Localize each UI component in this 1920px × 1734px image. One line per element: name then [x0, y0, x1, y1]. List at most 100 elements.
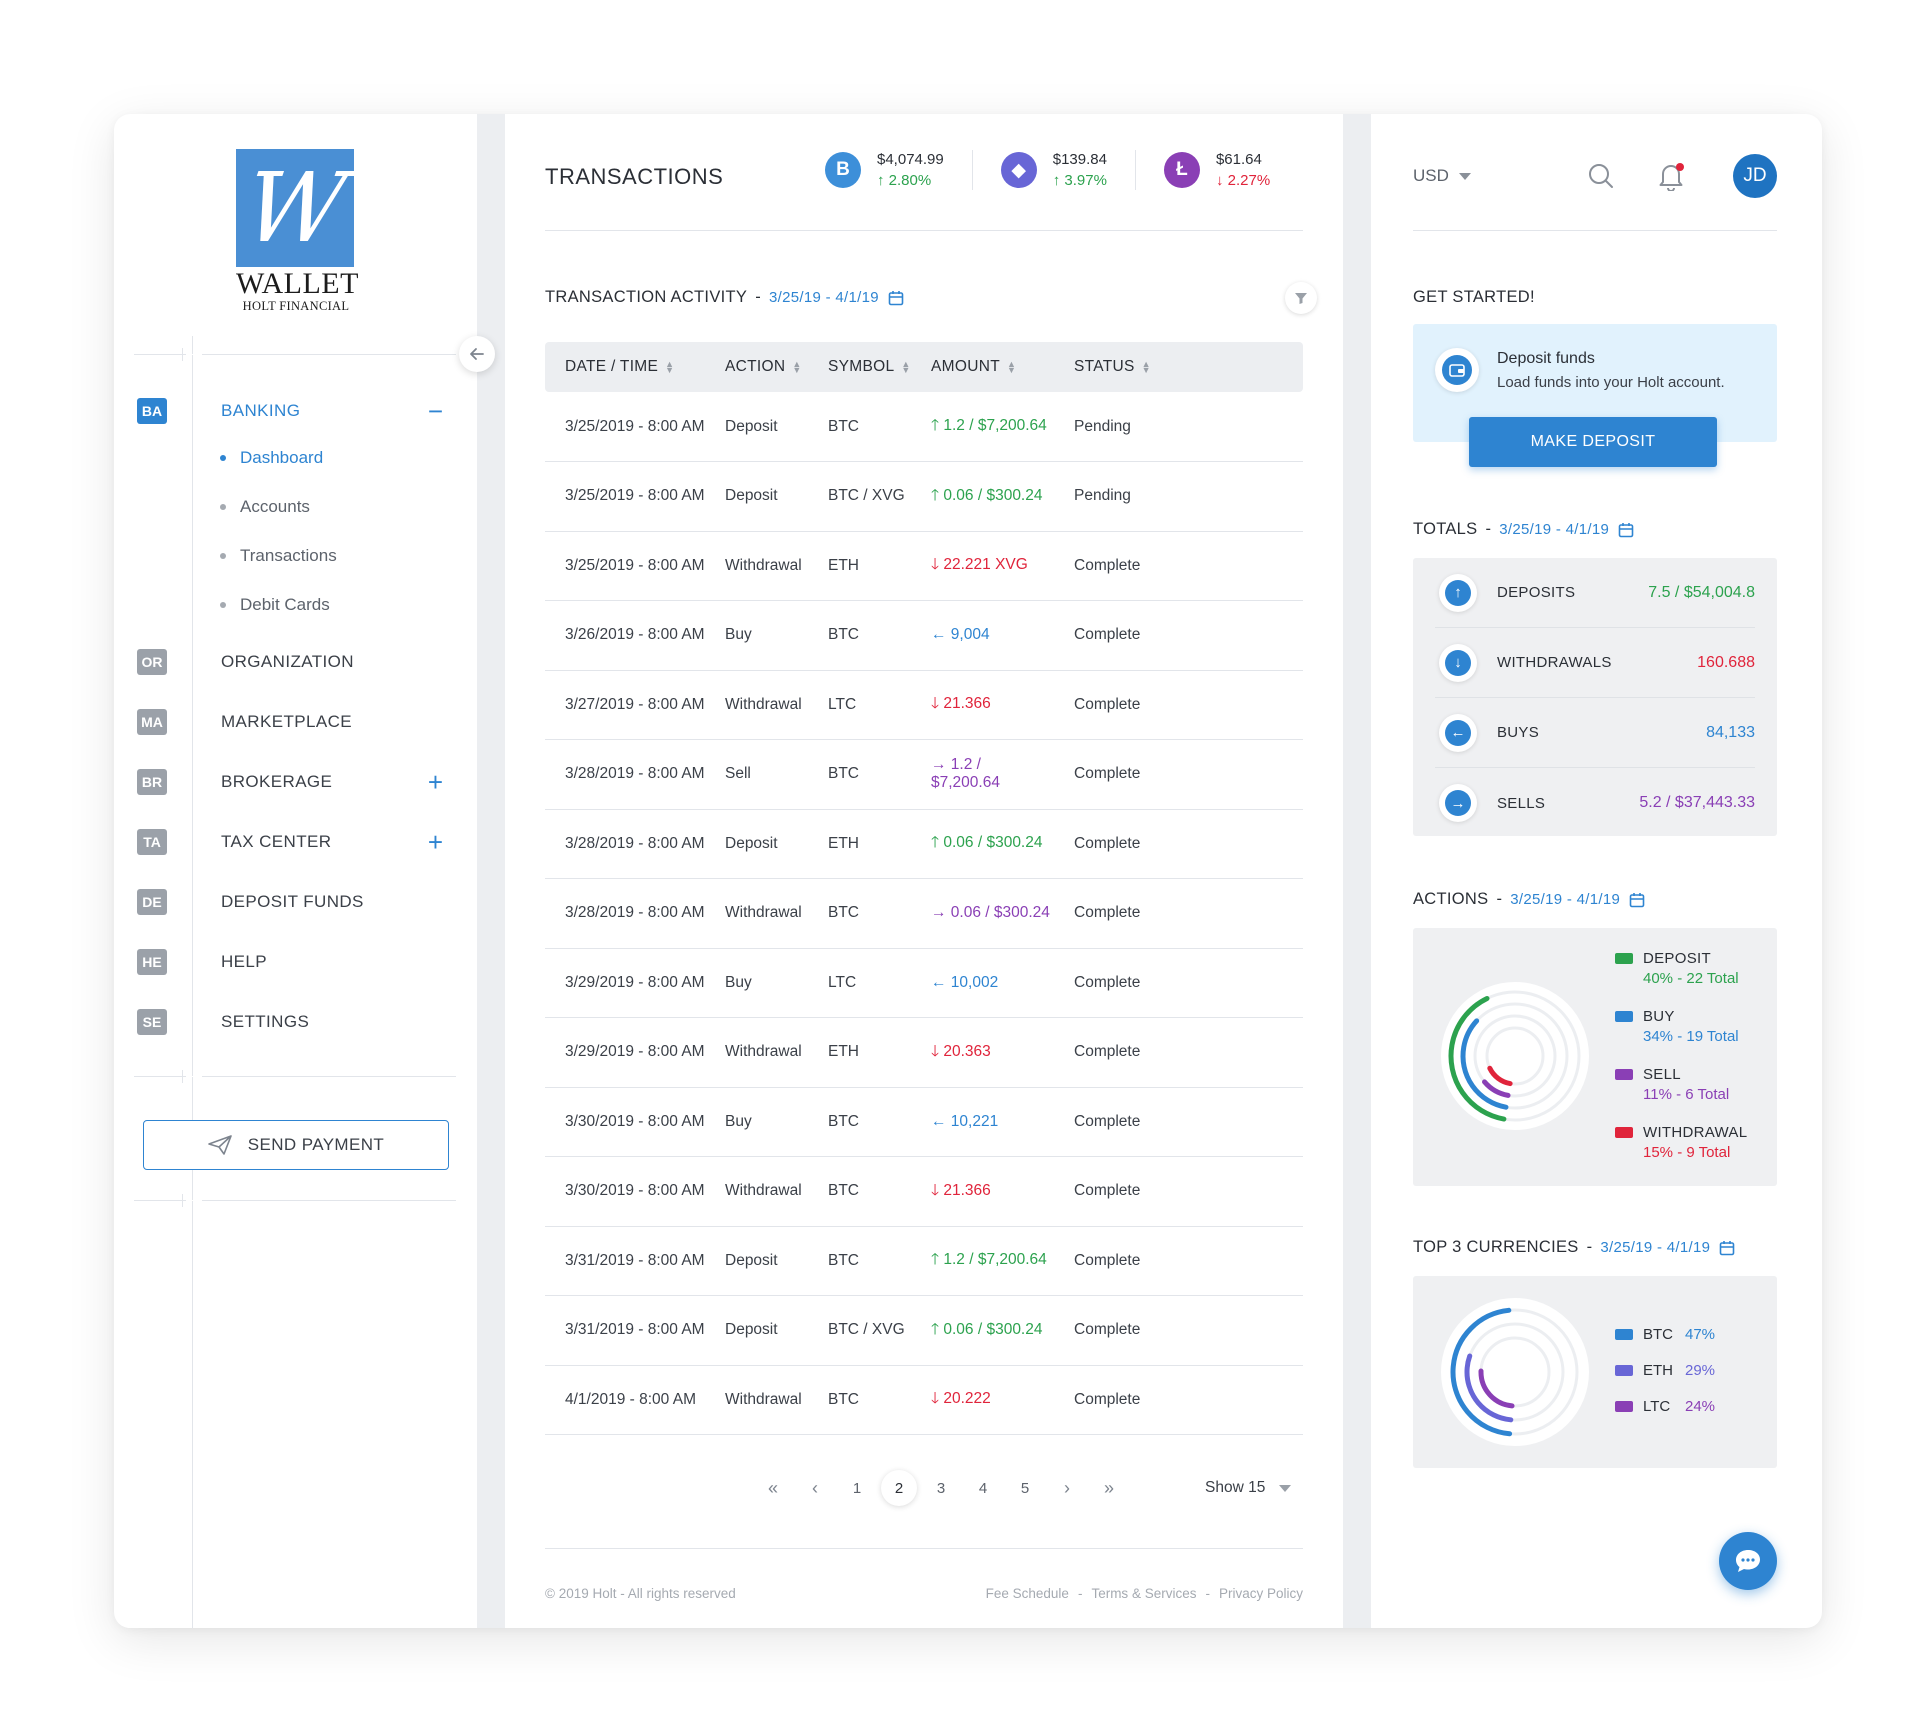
filter-button[interactable]: [1285, 282, 1317, 314]
column-header-status[interactable]: STATUS ▲ ▼: [1054, 342, 1303, 392]
total-row-withdrawals: ↓ WITHDRAWALS 160.688: [1435, 628, 1755, 698]
chat-button[interactable]: [1719, 1532, 1777, 1590]
ticker-ltc[interactable]: Ł $61.64 ↓ 2.27%: [1163, 150, 1270, 190]
table-row[interactable]: 3/29/2019 - 8:00 AM Buy LTC ← 10,002 Complet…: [545, 948, 1303, 1018]
search-button[interactable]: [1583, 158, 1619, 194]
first-page-icon[interactable]: «: [767, 1477, 778, 1498]
calendar-icon[interactable]: [1719, 1240, 1735, 1256]
table-row[interactable]: 3/25/2019 - 8:00 AM Deposit BTC 🡑 1.2 / $7,…: [545, 392, 1303, 462]
avatar[interactable]: JD: [1733, 154, 1777, 198]
column-header-date[interactable]: DATE / TIME ▲ ▼: [545, 342, 705, 392]
symbol-cell: BTC: [808, 600, 911, 671]
currency-select[interactable]: USD: [1413, 166, 1471, 186]
amount-cell: 🡑 1.2 / $7,200.64: [911, 1226, 1054, 1296]
page-5[interactable]: 5: [1020, 1479, 1030, 1497]
date-range-link[interactable]: 3/25/19 - 4/1/19: [1600, 1239, 1711, 1256]
table-row[interactable]: 3/31/2019 - 8:00 AM Deposit BTC / XVG 🡑 0.0…: [545, 1295, 1303, 1366]
chat-bubble-icon: [1736, 1550, 1760, 1572]
ticker-eth[interactable]: ◆ $139.84 ↑ 3.97%: [1000, 150, 1136, 190]
date-range-link[interactable]: 3/25/19 - 4/1/19: [1499, 521, 1610, 538]
sub-item-accounts[interactable]: Accounts: [220, 497, 310, 517]
amount-cell: 🡑 0.06 / $300.24: [911, 1295, 1054, 1366]
table-row[interactable]: 3/26/2019 - 8:00 AM Buy BTC ← 9,004 Complete: [545, 600, 1303, 671]
sidebar-item-deposit-funds[interactable]: DE DEPOSIT FUNDS: [137, 889, 457, 915]
legend-name: WITHDRAWAL: [1643, 1124, 1748, 1141]
currency-label: USD: [1413, 166, 1449, 185]
column-header-amount[interactable]: AMOUNT ▲ ▼: [911, 342, 1054, 392]
page-4[interactable]: 4: [978, 1479, 988, 1497]
table-row[interactable]: 3/29/2019 - 8:00 AM Withdrawal ETH 🡓 20.363…: [545, 1017, 1303, 1088]
calendar-icon[interactable]: [1618, 522, 1634, 538]
page-1[interactable]: 1: [852, 1479, 862, 1497]
table-row[interactable]: 3/28/2019 - 8:00 AM Sell BTC → 1.2 / $7,200…: [545, 739, 1303, 810]
fee-schedule-link[interactable]: Fee Schedule: [985, 1586, 1069, 1601]
date-range-link[interactable]: 3/25/19 - 4/1/19: [768, 289, 879, 306]
sub-item-dashboard[interactable]: Dashboard: [220, 448, 323, 468]
action-cell: Deposit: [705, 1226, 808, 1296]
amount-cell: 🡑 0.06 / $300.24: [911, 461, 1054, 532]
table-row[interactable]: 3/31/2019 - 8:00 AM Deposit BTC 🡑 1.2 / $7,…: [545, 1226, 1303, 1296]
table-row[interactable]: 3/27/2019 - 8:00 AM Withdrawal LTC 🡓 21.366…: [545, 670, 1303, 740]
legend-detail: 15% - 9 Total: [1643, 1144, 1731, 1161]
price-tickers: B $4,074.99 ↑ 2.80% ◆ $139.84 ↑ 3.97% Ł …: [825, 150, 1270, 190]
table-row[interactable]: 3/30/2019 - 8:00 AM Buy BTC ← 10,221 Complet…: [545, 1087, 1303, 1157]
table-row[interactable]: 3/25/2019 - 8:00 AM Deposit BTC / XVG 🡑 0.0…: [545, 461, 1303, 532]
table-row[interactable]: 3/25/2019 - 8:00 AM Withdrawal ETH 🡓 22.221…: [545, 531, 1303, 601]
totals-card: ↑ DEPOSITS 7.5 / $54,004.8 ↓ WITHDRAWALS…: [1413, 558, 1777, 836]
page-size-select[interactable]: Show 15: [1205, 1470, 1292, 1506]
collapse-sidebar-button[interactable]: [459, 336, 495, 372]
top-currencies-header: TOP 3 CURRENCIES - 3/25/19 - 4/1/19: [1413, 1238, 1735, 1257]
privacy-link[interactable]: Privacy Policy: [1218, 1586, 1303, 1601]
sidebar-item-brokerage[interactable]: BR BROKERAGE +: [137, 769, 457, 795]
header-divider: [545, 230, 1303, 231]
sidebar-item-tax-center[interactable]: TA TAX CENTER +: [137, 829, 457, 855]
last-page-icon[interactable]: »: [1103, 1477, 1114, 1498]
sub-item-label: Transactions: [240, 546, 337, 565]
expand-section-icon[interactable]: +: [427, 827, 443, 857]
column-label: DATE / TIME: [565, 358, 659, 375]
actions-header: ACTIONS - 3/25/19 - 4/1/19: [1413, 890, 1645, 909]
next-page-icon[interactable]: ›: [1064, 1477, 1070, 1498]
ticker-btc[interactable]: B $4,074.99 ↑ 2.80%: [825, 150, 973, 190]
sidebar-item-marketplace[interactable]: MA MARKETPLACE: [137, 709, 457, 735]
notifications-button[interactable]: [1653, 158, 1689, 194]
calendar-icon[interactable]: [1629, 892, 1645, 908]
page-2[interactable]: 2: [881, 1470, 917, 1506]
section-title: TOP 3 CURRENCIES: [1413, 1238, 1579, 1256]
legend-detail: 11% - 6 Total: [1643, 1086, 1730, 1103]
sidebar: W WALLET HOLT FINANCIAL BA BANKING − Das…: [114, 114, 495, 1628]
table-row[interactable]: 3/28/2019 - 8:00 AM Deposit ETH 🡑 0.06 / $3…: [545, 809, 1303, 879]
column-header-action[interactable]: ACTION ▲ ▼: [705, 342, 808, 392]
column-label: STATUS: [1074, 358, 1135, 375]
caret-down-icon: [1279, 1484, 1292, 1492]
expand-section-icon[interactable]: +: [427, 767, 443, 797]
previous-page-icon[interactable]: ‹: [812, 1477, 818, 1498]
sidebar-item-banking[interactable]: BA BANKING −: [137, 398, 457, 424]
amount-cell: → 1.2 / $7,200.64: [911, 739, 1054, 810]
amount-cell: 🡑 1.2 / $7,200.64: [911, 392, 1054, 462]
status-cell: Complete: [1054, 1087, 1303, 1157]
symbol-cell: BTC: [808, 1365, 911, 1435]
send-payment-button[interactable]: SEND PAYMENT: [143, 1120, 449, 1170]
sidebar-item-settings[interactable]: SE SETTINGS: [137, 1009, 457, 1035]
legend-name: LTC: [1643, 1398, 1671, 1415]
table-row[interactable]: 3/30/2019 - 8:00 AM Withdrawal BTC 🡓 21.366…: [545, 1156, 1303, 1227]
sub-item-transactions[interactable]: Transactions: [220, 546, 337, 566]
sidebar-item-organization[interactable]: OR ORGANIZATION: [137, 649, 457, 675]
make-deposit-button[interactable]: MAKE DEPOSIT: [1469, 417, 1717, 467]
pagination: « ‹ 1 2 3 4 5 › »: [755, 1470, 1133, 1506]
collapse-section-icon[interactable]: −: [427, 396, 443, 426]
sub-item-debit-cards[interactable]: Debit Cards: [220, 595, 330, 615]
table-row[interactable]: 3/28/2019 - 8:00 AM Withdrawal BTC → 0.06 /…: [545, 878, 1303, 949]
terms-link[interactable]: Terms & Services: [1091, 1586, 1197, 1601]
bullet-icon: [220, 553, 226, 559]
ring-arc-ltc: [1478, 1335, 1552, 1409]
date-range-link[interactable]: 3/25/19 - 4/1/19: [1510, 891, 1621, 908]
ring-arc-btc: [1450, 1307, 1580, 1437]
column-header-symbol[interactable]: SYMBOL ▲ ▼: [808, 342, 911, 392]
calendar-icon[interactable]: [888, 290, 904, 306]
page-3[interactable]: 3: [936, 1479, 946, 1497]
sidebar-item-help[interactable]: HE HELP: [137, 949, 457, 975]
date-cell: 4/1/2019 - 8:00 AM: [545, 1365, 705, 1435]
table-row[interactable]: 4/1/2019 - 8:00 AM Withdrawal BTC 🡓 20.222 C…: [545, 1365, 1303, 1435]
